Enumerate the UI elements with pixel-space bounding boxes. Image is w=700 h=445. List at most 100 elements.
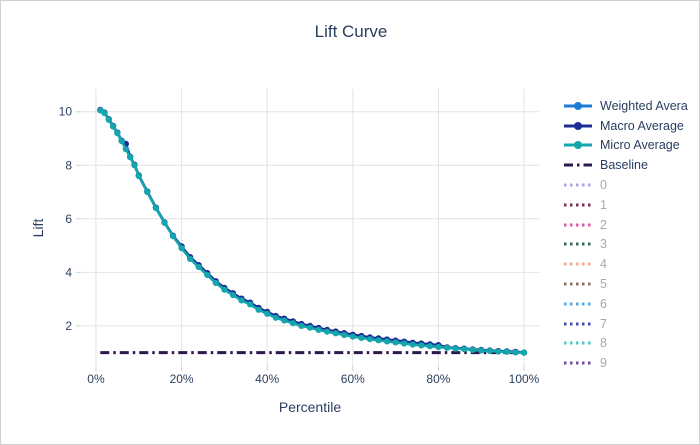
legend-item-5[interactable]: 5 <box>563 274 699 294</box>
series-marker-micro-average[interactable] <box>495 348 502 355</box>
series-marker-micro-average[interactable] <box>418 342 425 349</box>
series-marker-micro-average[interactable] <box>469 346 476 353</box>
legend-item-2[interactable]: 2 <box>563 215 699 235</box>
series-marker-micro-average[interactable] <box>289 320 296 327</box>
legend-item-6[interactable]: 6 <box>563 294 699 314</box>
series-marker-micro-average[interactable] <box>144 188 151 196</box>
x-tick-label: 40% <box>255 372 279 386</box>
series-marker-micro-average[interactable] <box>503 348 510 355</box>
series-marker-micro-average[interactable] <box>392 339 399 346</box>
legend-swatch-5 <box>564 282 592 286</box>
series-marker-micro-average[interactable] <box>221 286 228 293</box>
legend-label-weighted-avera: Weighted Avera <box>600 98 688 113</box>
legend-item-baseline[interactable]: Baseline <box>563 155 699 175</box>
legend-swatch-8 <box>564 341 592 345</box>
legend-label-7: 7 <box>600 316 607 331</box>
series-marker-micro-average[interactable] <box>178 245 185 252</box>
series-marker-micro-average[interactable] <box>264 310 271 317</box>
series-marker-micro-average[interactable] <box>169 233 177 240</box>
x-tick-label: 60% <box>341 372 365 386</box>
series-marker-micro-average[interactable] <box>443 344 451 351</box>
series-marker-micro-average[interactable] <box>161 219 168 226</box>
x-axis-title: Percentile <box>278 399 342 415</box>
legend-label-4: 4 <box>600 257 607 272</box>
series-marker-micro-average[interactable] <box>247 301 254 308</box>
legend-swatch-3 <box>564 242 592 246</box>
series-marker-micro-average[interactable] <box>478 347 485 354</box>
legend-label-1: 1 <box>600 197 607 212</box>
legend-item-micro-average[interactable]: Micro Average <box>563 136 699 156</box>
series-marker-micro-average[interactable] <box>131 162 138 169</box>
legend-label-8: 8 <box>600 336 607 351</box>
series-marker-micro-average[interactable] <box>127 154 134 161</box>
series-marker-micro-average[interactable] <box>195 263 202 271</box>
series-line-macro-average[interactable] <box>99 108 525 354</box>
series-marker-micro-average[interactable] <box>204 271 211 279</box>
series-marker-micro-average[interactable] <box>122 146 129 153</box>
series-marker-micro-average[interactable] <box>332 330 339 337</box>
legend-item-7[interactable]: 7 <box>563 314 699 334</box>
series-marker-micro-average[interactable] <box>298 322 305 329</box>
legend-label-5: 5 <box>600 277 607 292</box>
legend-item-weighted-avera[interactable]: Weighted Avera <box>563 96 699 116</box>
series-line-weighted-avera[interactable] <box>99 109 525 354</box>
series-marker-micro-average[interactable] <box>401 340 408 347</box>
legend-swatch-weighted-avera <box>564 101 592 110</box>
series-marker-micro-average[interactable] <box>461 346 468 353</box>
series-marker-micro-average[interactable] <box>435 343 442 351</box>
legend-swatch-0 <box>564 183 592 187</box>
series-marker-micro-average[interactable] <box>426 343 433 350</box>
x-tick-label: 0% <box>87 372 105 386</box>
series-line-micro-average[interactable] <box>99 109 525 354</box>
series-marker-micro-average[interactable] <box>366 336 373 343</box>
legend-label-3: 3 <box>600 237 607 252</box>
series-marker-micro-average[interactable] <box>110 123 117 130</box>
legend-label-0: 0 <box>600 178 607 193</box>
chart-title: Lift Curve <box>314 22 388 41</box>
y-axis-title: Lift <box>30 218 46 238</box>
y-tick-label: 2 <box>65 319 72 333</box>
x-tick-label: 20% <box>170 372 194 386</box>
series-marker-micro-average[interactable] <box>383 338 391 345</box>
series-marker-micro-average[interactable] <box>375 337 382 344</box>
series-marker-micro-average[interactable] <box>358 334 365 341</box>
series-marker-micro-average[interactable] <box>324 328 331 335</box>
series-marker-micro-average[interactable] <box>118 138 125 145</box>
series-marker-micro-average[interactable] <box>306 324 314 331</box>
series-marker-micro-average[interactable] <box>272 314 279 321</box>
series-marker-micro-average[interactable] <box>255 306 262 313</box>
y-tick-label: 6 <box>65 212 72 226</box>
series-marker-micro-average[interactable] <box>152 205 159 212</box>
legend-item-3[interactable]: 3 <box>563 235 699 255</box>
series-marker-micro-average[interactable] <box>452 345 459 352</box>
legend-item-4[interactable]: 4 <box>563 254 699 274</box>
legend-item-0[interactable]: 0 <box>563 175 699 195</box>
legend-label-macro-average: Macro Average <box>600 118 684 133</box>
series-marker-micro-average[interactable] <box>187 255 194 262</box>
series-marker-micro-average[interactable] <box>101 110 108 117</box>
series-marker-micro-average[interactable] <box>281 317 288 324</box>
series-marker-micro-average[interactable] <box>229 292 237 299</box>
series-marker-micro-average[interactable] <box>409 341 416 348</box>
legend-swatch-macro-average <box>564 121 592 130</box>
series-marker-micro-average[interactable] <box>486 347 493 355</box>
series-marker-micro-average[interactable] <box>212 279 219 287</box>
series-marker-micro-average[interactable] <box>520 349 528 356</box>
legend-item-9[interactable]: 9 <box>563 353 699 373</box>
series-marker-micro-average[interactable] <box>341 331 348 339</box>
series-marker-micro-average[interactable] <box>114 130 121 137</box>
series-marker-micro-average[interactable] <box>135 172 142 180</box>
series-marker-micro-average[interactable] <box>238 297 245 304</box>
series-marker-micro-average[interactable] <box>315 326 322 333</box>
legend-item-1[interactable]: 1 <box>563 195 699 215</box>
series-marker-micro-average[interactable] <box>349 333 356 340</box>
series-marker-micro-average[interactable] <box>512 349 519 356</box>
legend-label-micro-average: Micro Average <box>600 138 680 153</box>
legend-item-macro-average[interactable]: Macro Average <box>563 116 699 136</box>
series-marker-micro-average[interactable] <box>105 116 112 123</box>
x-tick-label: 80% <box>426 372 450 386</box>
legend-swatch-micro-average <box>564 141 592 150</box>
legend-swatch-2 <box>564 223 592 227</box>
legend-item-8[interactable]: 8 <box>563 334 699 354</box>
